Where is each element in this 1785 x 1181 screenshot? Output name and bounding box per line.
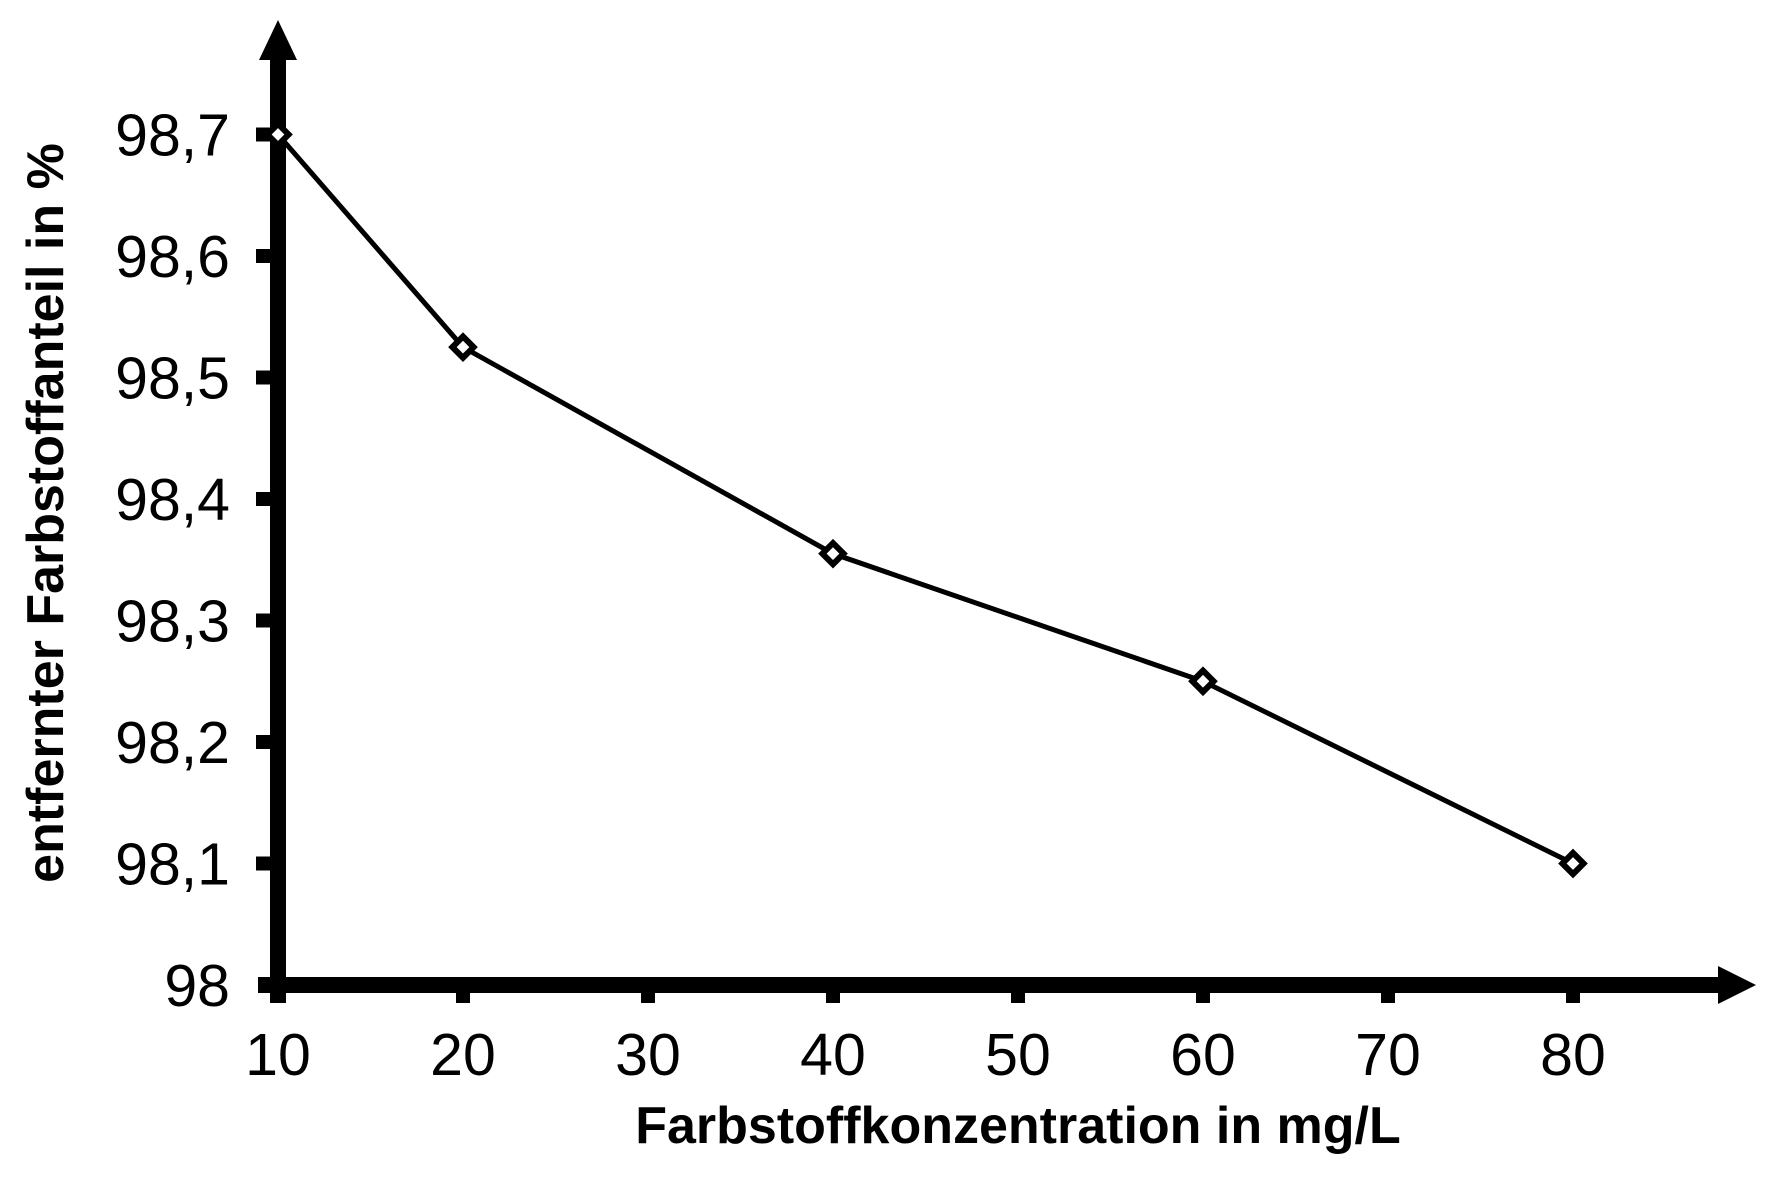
x-tick-label: 10 bbox=[245, 1022, 311, 1088]
y-tick-label: 98,1 bbox=[115, 832, 230, 898]
data-point-marker bbox=[1188, 666, 1218, 697]
x-tick-label: 40 bbox=[800, 1022, 866, 1088]
data-point-marker bbox=[1558, 848, 1588, 879]
data-series-line bbox=[276, 132, 1575, 866]
y-tick-label: 98 bbox=[164, 953, 230, 1019]
x-tick-label: 60 bbox=[1170, 1022, 1236, 1088]
data-point-marker bbox=[448, 332, 478, 362]
x-axis-arrow bbox=[1718, 966, 1756, 1004]
x-tick-label: 70 bbox=[1355, 1022, 1421, 1088]
y-axis-arrow bbox=[259, 20, 297, 60]
y-tick-label: 98,2 bbox=[115, 710, 230, 776]
x-tick-label: 20 bbox=[430, 1022, 496, 1088]
y-tick-label: 98,7 bbox=[115, 103, 230, 169]
y-axis-title: entfernter Farbstoffanteil in % bbox=[17, 143, 75, 883]
x-tick-label: 30 bbox=[615, 1022, 681, 1088]
data-point-marker bbox=[263, 119, 293, 150]
y-tick-label: 98,3 bbox=[115, 589, 230, 655]
x-tick-label: 80 bbox=[1540, 1022, 1606, 1088]
x-tick-label: 50 bbox=[985, 1022, 1051, 1088]
data-point-marker bbox=[818, 538, 848, 569]
y-tick-label: 98,6 bbox=[115, 224, 230, 290]
y-tick-label: 98,4 bbox=[115, 467, 230, 533]
x-axis-title: Farbstoffkonzentration in mg/L bbox=[635, 1097, 1401, 1155]
y-tick-label: 98,5 bbox=[115, 346, 230, 412]
